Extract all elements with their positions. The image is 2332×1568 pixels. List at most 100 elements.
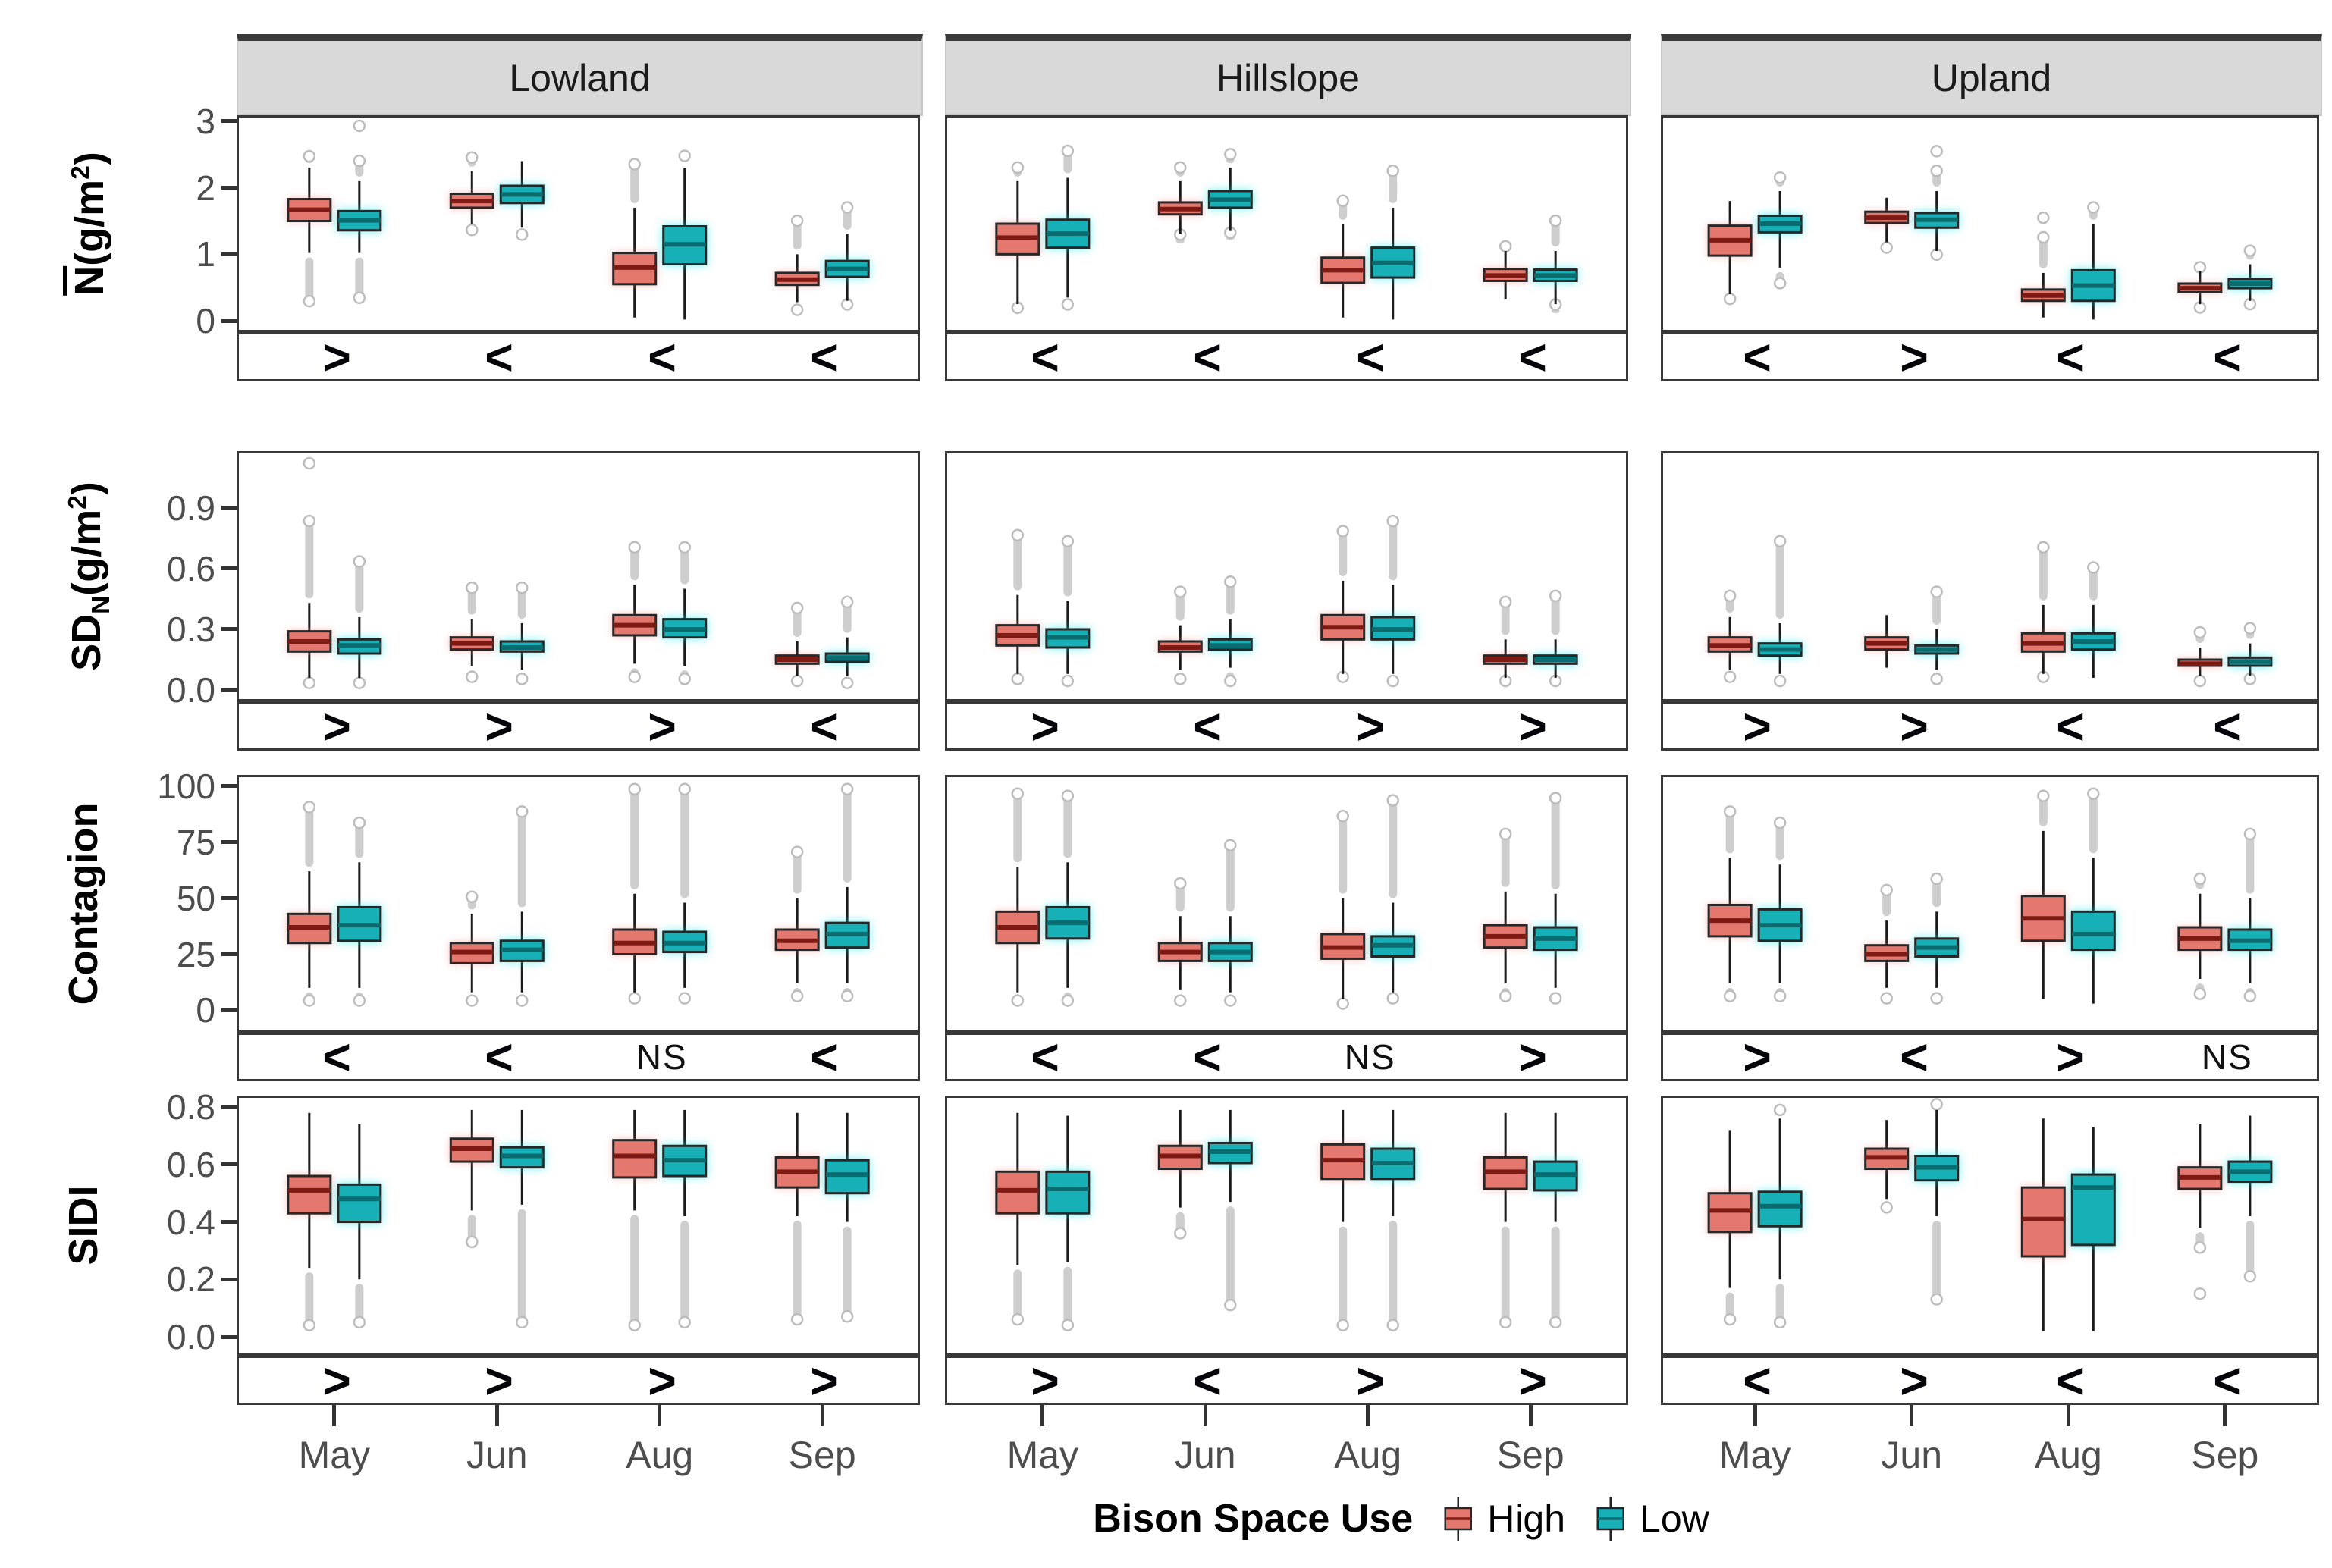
- low-box-may: [1757, 1190, 1803, 1228]
- legend-entry-label: Low: [1640, 1497, 1709, 1540]
- outlier-strip-high: [1226, 842, 1235, 912]
- outlier-point: [1336, 525, 1349, 538]
- outlier-point: [1386, 1319, 1399, 1331]
- outlier-point: [1723, 670, 1737, 683]
- y-tick-mark: [221, 627, 237, 632]
- outlier-point: [2193, 987, 2207, 1000]
- outlier-point-far: [1773, 1103, 1787, 1117]
- outlier-point: [2243, 244, 2257, 257]
- outlier-point: [1723, 1312, 1737, 1326]
- outlier-point: [1880, 992, 1893, 1005]
- outlier-point: [1386, 794, 1399, 807]
- outlier-point: [1011, 787, 1025, 800]
- outlier-strip-high: [1339, 528, 1348, 576]
- comparison-strip-upland: > < > NS: [1661, 1028, 2319, 1085]
- legend-high-boxplot-icon: [1444, 1497, 1473, 1541]
- outlier-point-far: [678, 149, 691, 162]
- outlier-point: [1880, 883, 1893, 897]
- outlier-point: [466, 890, 479, 903]
- legend-low-boxplot-icon: [1596, 1497, 1625, 1541]
- x-tick-mark: [1203, 1405, 1207, 1426]
- facet-strip-label: Upland: [1931, 56, 2052, 99]
- comparison-symbol-may: >: [1031, 697, 1059, 754]
- comparison-symbol-sep: >: [1518, 1351, 1547, 1409]
- y-tick-mark: [221, 896, 237, 901]
- outlier-point-far: [2193, 1287, 2207, 1300]
- outlier-point: [466, 670, 479, 683]
- x-axis-label-jun: Jun: [1174, 1434, 1236, 1476]
- y-tick-mark: [221, 186, 237, 190]
- x-axis-label-sep: Sep: [1496, 1434, 1565, 1476]
- outlier-point-far: [1930, 145, 1943, 158]
- comparison-symbol-jun: <: [1193, 1027, 1222, 1086]
- outlier-point: [1773, 989, 1787, 1002]
- x-axis-label-may: May: [1006, 1434, 1079, 1476]
- x-axis-label-aug: Aug: [1334, 1434, 1402, 1476]
- outlier-strip-high: [1501, 830, 1510, 887]
- outlier-strip-low: [1063, 1266, 1072, 1328]
- boxplot-panel-standard-deviation-of-nitrogen-upland: [1661, 451, 2319, 701]
- high-box-may: [995, 1170, 1040, 1215]
- comparison-symbol-may: <: [1743, 328, 1772, 385]
- outlier-point-far: [1336, 997, 1349, 1010]
- outlier-point: [628, 782, 641, 796]
- comparison-strip-upland: > > < <: [1661, 697, 2319, 754]
- comparison-symbol-sep: <: [2213, 697, 2242, 754]
- outlier-point: [1061, 298, 1075, 311]
- outlier-point: [516, 994, 529, 1007]
- outlier-point-far: [1930, 1098, 1943, 1111]
- outlier-point: [628, 670, 641, 683]
- outlier-point: [516, 228, 529, 241]
- x-tick-mark: [1040, 1405, 1045, 1426]
- outlier-strip-low: [1775, 1284, 1784, 1325]
- y-tick-label: 0.3: [167, 609, 215, 649]
- outlier-strip-high: [1775, 538, 1784, 619]
- outlier-strip-low: [1501, 1226, 1510, 1325]
- outlier-point: [303, 294, 316, 308]
- outlier-point: [790, 214, 804, 227]
- outlier-strip-low: [1932, 1221, 1941, 1303]
- outlier-strip-low: [793, 1221, 802, 1323]
- comparison-symbol-may: >: [1743, 1027, 1772, 1086]
- comparison-symbol-sep: >: [1518, 697, 1547, 754]
- outlier-point: [303, 514, 316, 528]
- comparison-symbol-may: <: [322, 1027, 351, 1086]
- outlier-point: [1174, 673, 1187, 685]
- comparison-symbol-sep: <: [2213, 1351, 2242, 1409]
- comparison-symbol-jun: <: [1193, 328, 1222, 385]
- outlier-strip-low: [355, 257, 364, 301]
- outlier-strip-high: [680, 544, 689, 585]
- outlier-point: [466, 224, 479, 237]
- outlier-point: [790, 601, 804, 615]
- low-box-aug: [2070, 910, 2116, 952]
- outlier-point: [1061, 674, 1075, 688]
- y-tick-label: 0: [196, 301, 215, 341]
- outlier-point: [516, 581, 529, 594]
- outlier-point: [1386, 514, 1399, 528]
- outlier-point: [303, 676, 316, 689]
- comparison-symbol-aug: <: [1355, 328, 1385, 385]
- y-tick-mark: [221, 1220, 237, 1225]
- outlier-point: [840, 676, 854, 689]
- comparison-strip-upland: < > < <: [1661, 1351, 2319, 1409]
- y-tick-mark: [221, 1334, 237, 1339]
- outlier-strip-high: [1339, 813, 1348, 894]
- outlier-strip-low: [1551, 1226, 1560, 1325]
- comparison-strip-lowland: > > > <: [237, 697, 920, 754]
- y-tick-label: 0: [196, 990, 215, 1030]
- outlier-strip-low: [630, 1215, 639, 1328]
- outlier-point: [466, 581, 479, 594]
- x-axis-label-may: May: [298, 1434, 371, 1476]
- outlier-point: [1549, 214, 1562, 227]
- comparison-symbol-aug: <: [2056, 1351, 2086, 1409]
- outlier-point: [1224, 148, 1237, 161]
- outlier-point: [1174, 585, 1187, 598]
- high-box-aug: [2020, 1186, 2066, 1258]
- outlier-point: [1930, 165, 1943, 177]
- outlier-point: [303, 1319, 316, 1331]
- outlier-strip-low: [843, 1226, 852, 1320]
- outlier-point: [1930, 992, 1943, 1005]
- outlier-point: [678, 541, 691, 554]
- outlier-point: [516, 1316, 529, 1329]
